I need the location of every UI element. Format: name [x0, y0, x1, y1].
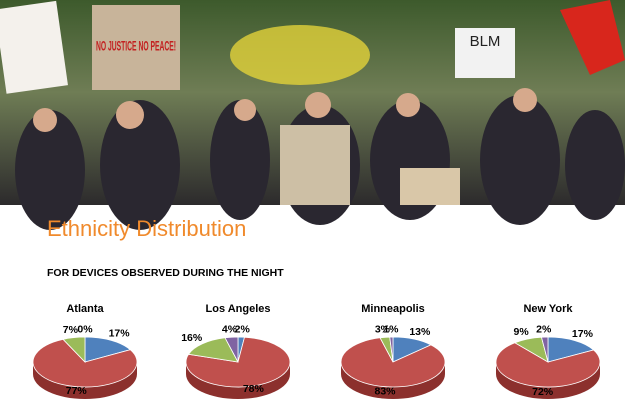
value-label: 72%	[532, 386, 554, 398]
value-label: 13%	[409, 326, 431, 338]
charts: Atlanta 17% 77% 7% 0% Los Angeles 2% 78% 16% 4% Mi…	[32, 303, 601, 399]
value-label: 17%	[109, 328, 131, 340]
value-label: 16%	[181, 332, 203, 344]
value-label: 77%	[66, 385, 88, 397]
sign-text: BLM	[470, 33, 501, 50]
pie-slice	[495, 342, 601, 388]
pie-title: Minneapolis	[361, 303, 425, 315]
value-label: 9%	[514, 326, 530, 338]
pie-title: New York	[523, 303, 573, 315]
pie-slice	[187, 337, 239, 363]
value-label: 78%	[243, 383, 265, 395]
section-title: Ethnicity Distribution	[47, 216, 246, 241]
value-label: 7%	[63, 324, 79, 336]
value-label: 83%	[375, 385, 397, 397]
pie-slice	[62, 336, 86, 363]
value-label: 3%	[375, 324, 391, 336]
pie-title: Atlanta	[66, 303, 104, 315]
pie-title: Los Angeles	[206, 303, 271, 315]
value-label: 4%	[222, 324, 238, 336]
subtitle: FOR DEVICES OBSERVED DURING THE NIGHT	[47, 267, 284, 279]
pie-slice	[84, 336, 132, 363]
value-label: 17%	[572, 328, 594, 340]
pie-slice	[340, 337, 446, 388]
value-label: 2%	[536, 323, 552, 335]
value-label: 0%	[77, 323, 93, 335]
value-label: 2%	[235, 323, 251, 335]
pie-slice	[547, 336, 595, 363]
pie-slice	[389, 336, 394, 363]
sign-text: NO JUSTICE NO PEACE!	[96, 38, 176, 54]
value-label: 1%	[383, 323, 399, 335]
photo: NO JUSTICE NO PEACE! BLM	[0, 0, 625, 230]
pie-slice	[540, 336, 549, 363]
pie-slice	[32, 338, 138, 388]
pie-slice	[224, 336, 239, 363]
